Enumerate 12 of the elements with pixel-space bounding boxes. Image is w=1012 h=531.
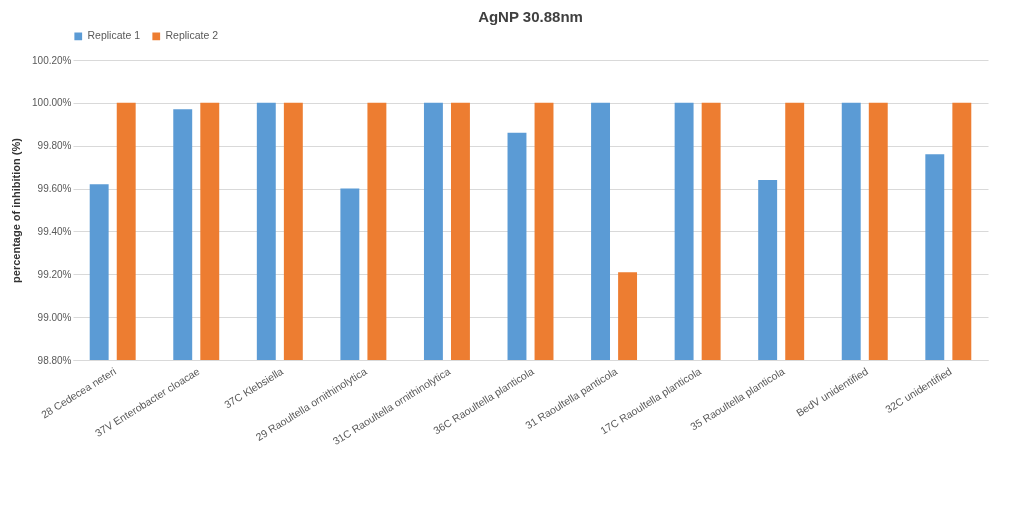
y-tick-label: 99.20% [37, 268, 72, 280]
legend-label: Replicate 2 [165, 29, 219, 42]
y-tick-label: 99.60% [37, 183, 72, 195]
y-tick-label: 98.80% [37, 354, 72, 366]
chart-title: AgNP 30.88nm [478, 8, 583, 25]
y-tick-label: 99.00% [37, 311, 72, 323]
y-tick-label: 99.80% [37, 140, 72, 152]
y-tick-label: 99.40% [37, 225, 72, 237]
y-axis-title: percentage of inhibition (%) [10, 137, 23, 283]
y-tick-label: 100.20% [32, 54, 72, 66]
legend-label: Replicate 1 [87, 29, 141, 42]
y-tick-label: 100.00% [32, 97, 72, 109]
